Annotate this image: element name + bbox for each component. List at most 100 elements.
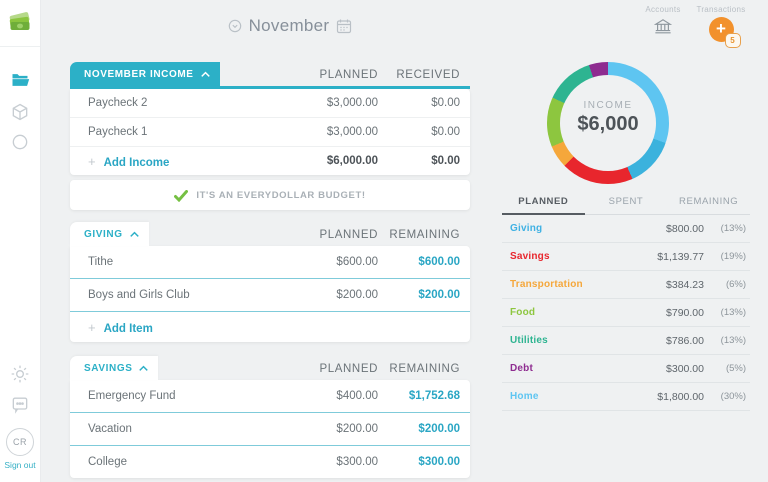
category-percent: (13%)	[720, 307, 746, 318]
add-income-label: Add Income	[103, 156, 170, 169]
summary-row-debt[interactable]: Debt $300.00 (5%)	[502, 355, 750, 383]
savings-header: PLANNED REMAINING SAVINGS	[70, 356, 470, 380]
income-col-planned: PLANNED	[319, 69, 378, 81]
summary-row-transportation[interactable]: Transportation $384.23 (6%)	[502, 271, 750, 299]
category-label: Food	[510, 307, 536, 318]
transactions-label: Transactions	[696, 5, 746, 14]
sign-out-link[interactable]: Sign out	[4, 460, 36, 470]
item-planned: $200.00	[336, 423, 378, 435]
item-name: Emergency Fund	[88, 390, 176, 402]
everydollar-logo-icon[interactable]	[6, 8, 34, 36]
savings-tab[interactable]: SAVINGS	[70, 356, 159, 380]
bank-icon[interactable]	[653, 18, 673, 34]
income-col-received: RECEIVED	[396, 69, 460, 81]
summary-row-giving[interactable]: Giving $800.00 (13%)	[502, 215, 750, 243]
item-remaining: $200.00	[418, 289, 460, 301]
sidebar: CR Sign out	[0, 0, 41, 482]
tab-planned[interactable]: PLANNED	[502, 190, 585, 215]
item-planned: $300.00	[336, 456, 378, 468]
tab-remaining[interactable]: REMAINING	[679, 196, 739, 207]
income-total-received: $0.00	[431, 155, 460, 167]
chevron-up-icon	[129, 231, 139, 237]
item-remaining: $300.00	[418, 456, 460, 468]
income-received-value: $0.00	[431, 97, 460, 109]
plus-icon: +	[88, 153, 96, 169]
banner-text: IT'S AN EVERYDOLLAR BUDGET!	[196, 189, 366, 201]
category-label: Debt	[510, 363, 534, 374]
category-percent: (6%)	[725, 279, 746, 290]
income-header: PLANNED RECEIVED NOVEMBER INCOME	[70, 62, 470, 89]
item-planned: $600.00	[336, 256, 378, 268]
income-row[interactable]: Paycheck 2 $3,000.00 $0.00	[70, 89, 470, 118]
sidebar-divider	[0, 46, 40, 47]
category-amount: $790.00	[666, 306, 704, 319]
category-label: Utilities	[510, 335, 548, 346]
user-avatar[interactable]: CR	[6, 428, 34, 456]
budget-item-row[interactable]: Boys and Girls Club $200.00 $200.00	[70, 279, 470, 312]
item-planned: $200.00	[336, 289, 378, 301]
month-header: November	[80, 16, 500, 36]
income-item-name: Paycheck 1	[88, 126, 148, 138]
category-amount: $1,800.00	[657, 390, 704, 403]
box-icon[interactable]	[10, 102, 30, 122]
item-planned: $400.00	[336, 390, 378, 402]
savings-tab-label: SAVINGS	[84, 362, 133, 374]
category-percent: (30%)	[720, 391, 746, 402]
budget-item-row[interactable]: Emergency Fund $400.00 $1,752.68	[70, 380, 470, 413]
summary-row-savings[interactable]: Savings $1,139.77 (19%)	[502, 243, 750, 271]
category-percent: (5%)	[725, 363, 746, 374]
savings-col-remaining: REMAINING	[389, 363, 460, 375]
transactions-group: Transactions + 5	[690, 5, 752, 48]
giving-tab[interactable]: GIVING	[70, 222, 149, 246]
circle-icon[interactable]	[10, 132, 30, 152]
summary-row-utilities[interactable]: Utilities $786.00 (13%)	[502, 327, 750, 355]
income-received-value: $0.00	[431, 126, 460, 138]
category-percent: (13%)	[720, 223, 746, 234]
budget-item-row[interactable]: Vacation $200.00 $200.00	[70, 413, 470, 446]
savings-col-planned: PLANNED	[319, 363, 378, 375]
income-item-name: Paycheck 2	[88, 97, 148, 109]
category-label: Home	[510, 391, 539, 402]
category-label: Transportation	[510, 279, 583, 290]
category-label: Giving	[510, 223, 543, 234]
chevron-up-icon	[200, 71, 210, 77]
item-name: Tithe	[88, 256, 114, 268]
summary-row-food[interactable]: Food $790.00 (13%)	[502, 299, 750, 327]
giving-tab-label: GIVING	[84, 228, 123, 240]
item-name: Vacation	[88, 423, 132, 435]
transactions-count-badge: 5	[724, 33, 741, 48]
summary-row-home[interactable]: Home $1,800.00 (30%)	[502, 383, 750, 411]
item-name: College	[88, 456, 127, 468]
income-donut-chart	[547, 62, 669, 184]
budget-item-row[interactable]: Tithe $600.00 $600.00	[70, 246, 470, 279]
income-row[interactable]: Paycheck 1 $3,000.00 $0.00	[70, 118, 470, 147]
tab-spent[interactable]: SPENT	[608, 196, 644, 207]
summary-tabs: PLANNED SPENT REMAINING	[502, 190, 750, 215]
month-dropdown-icon[interactable]	[228, 19, 242, 33]
category-amount: $786.00	[666, 334, 704, 347]
item-name: Boys and Girls Club	[88, 289, 190, 301]
budget-folder-icon[interactable]	[10, 70, 30, 90]
chevron-up-icon	[139, 365, 149, 371]
add-item-row[interactable]: + Add Item	[70, 312, 470, 342]
category-amount: $384.23	[666, 278, 704, 291]
budget-item-row[interactable]: College $300.00 $300.00	[70, 446, 470, 478]
giving-section: PLANNED REMAINING GIVING Tithe $600.00 $…	[70, 222, 470, 342]
add-item-label: Add Item	[103, 322, 153, 335]
gear-icon[interactable]	[10, 364, 30, 384]
category-amount: $300.00	[666, 362, 704, 375]
category-amount: $1,139.77	[657, 250, 704, 263]
item-remaining: $600.00	[418, 256, 460, 268]
month-title: November	[248, 16, 330, 35]
feedback-icon[interactable]	[10, 394, 30, 414]
item-remaining: $200.00	[418, 423, 460, 435]
income-planned-value: $3,000.00	[326, 126, 378, 138]
giving-header: PLANNED REMAINING GIVING	[70, 222, 470, 246]
income-section: PLANNED RECEIVED NOVEMBER INCOME Paychec…	[70, 62, 470, 175]
income-tab[interactable]: NOVEMBER INCOME	[70, 62, 220, 86]
calendar-icon[interactable]	[336, 18, 352, 34]
plus-icon: +	[716, 19, 726, 38]
add-transaction-button[interactable]: + 5	[708, 17, 741, 48]
add-income-row[interactable]: + Add Income $6,000.00 $0.00	[70, 147, 470, 175]
